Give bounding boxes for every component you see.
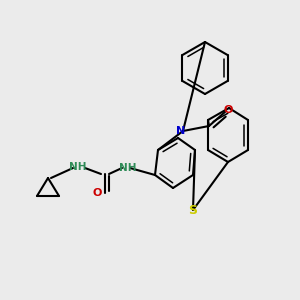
- Text: N: N: [176, 126, 186, 136]
- Text: NH: NH: [119, 163, 137, 173]
- Text: NH: NH: [69, 162, 87, 172]
- Text: O: O: [223, 105, 233, 115]
- Text: O: O: [92, 188, 102, 198]
- Text: S: S: [188, 203, 197, 217]
